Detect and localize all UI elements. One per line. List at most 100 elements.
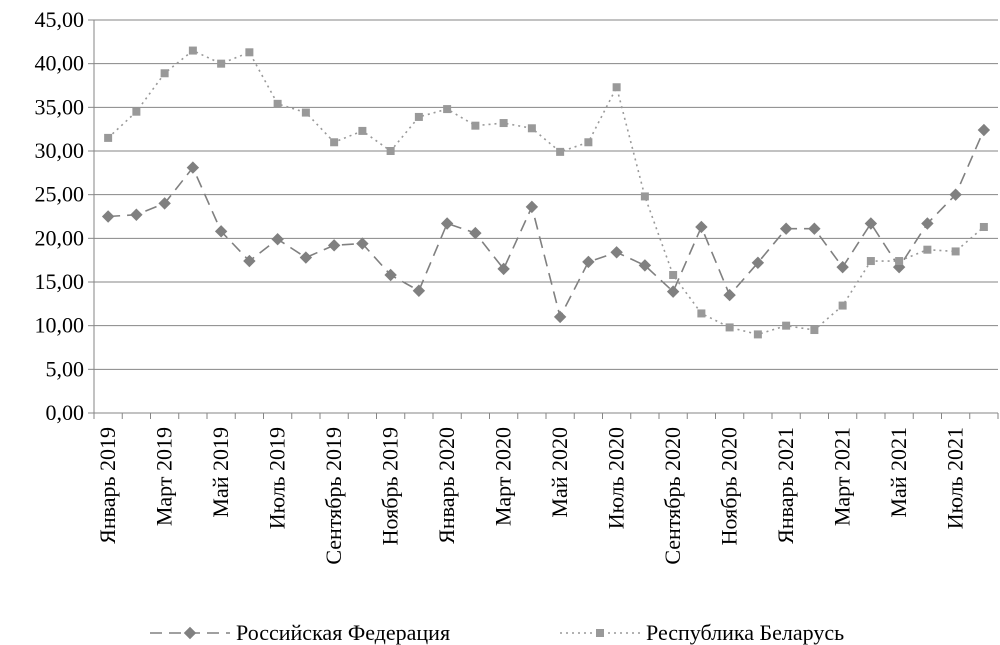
x-tick-label: Январь 2020 <box>434 427 459 544</box>
series-line <box>107 49 985 336</box>
x-tick-label: Ноябрь 2020 <box>717 427 742 545</box>
x-tick-label: Май 2019 <box>208 427 233 518</box>
data-point <box>697 309 706 318</box>
x-axis-tick-labels: Январь 2019 Март 2019 Май 2019 Июль 2019 Сен… <box>95 427 968 565</box>
data-point <box>271 232 284 246</box>
y-tick-label: 10,00 <box>35 313 85 338</box>
x-tick-label: Май 2020 <box>547 427 572 518</box>
y-tick-label: 5,00 <box>46 356 85 381</box>
data-point <box>669 271 678 280</box>
data-point <box>214 225 228 238</box>
y-tick-label: 20,00 <box>35 225 85 250</box>
data-point <box>358 126 367 135</box>
data-point <box>866 257 875 266</box>
data-point <box>330 138 339 147</box>
legend-label: Российская Федерация <box>236 620 450 645</box>
data-point <box>327 239 341 252</box>
x-tick-label: Январь 2021 <box>773 427 798 544</box>
data-point <box>638 259 652 272</box>
data-point <box>160 69 169 78</box>
x-tick-label: Май 2021 <box>886 427 911 518</box>
x-tick-label: Март 2019 <box>152 427 177 526</box>
legend: Российская Федерация Республика Беларусь <box>150 620 844 645</box>
data-point <box>949 188 962 201</box>
legend-marker <box>183 626 197 640</box>
y-axis-tick-labels: 0,00 5,00 10,00 15,00 20,00 25,00 30,00 35,00 40… <box>35 7 85 425</box>
data-point <box>610 246 623 259</box>
gridlines <box>94 19 998 370</box>
y-tick-label: 0,00 <box>46 400 85 425</box>
x-tick-label: Январь 2019 <box>95 427 120 544</box>
data-point <box>499 119 508 128</box>
data-point <box>497 262 510 276</box>
x-tick-label: Сентябрь 2019 <box>321 427 346 565</box>
data-point <box>753 330 762 339</box>
data-point <box>527 124 536 133</box>
data-point <box>443 105 452 114</box>
data-point <box>723 288 736 302</box>
series-1 <box>101 123 991 324</box>
data-point <box>384 268 397 282</box>
data-point <box>469 226 482 240</box>
data-point <box>553 310 567 324</box>
data-point <box>864 217 878 230</box>
y-tick-label: 40,00 <box>35 51 85 76</box>
data-point <box>979 222 988 231</box>
data-point <box>810 326 819 335</box>
data-point <box>386 147 395 155</box>
series-2 <box>104 46 988 339</box>
data-point <box>525 200 539 214</box>
data-point <box>779 222 793 235</box>
data-point <box>666 285 680 298</box>
data-point <box>951 247 960 256</box>
data-point <box>584 138 593 147</box>
data-point <box>977 123 991 137</box>
data-point <box>299 251 313 264</box>
data-point <box>412 284 426 297</box>
data-point <box>725 323 734 332</box>
x-tick-label: Июль 2020 <box>604 427 629 529</box>
legend-label: Республика Беларусь <box>646 620 844 645</box>
data-point <box>782 321 791 330</box>
data-point <box>217 59 226 68</box>
axes <box>88 19 999 419</box>
y-tick-label: 25,00 <box>35 182 85 207</box>
data-point <box>838 301 847 310</box>
series <box>101 46 991 339</box>
data-point <box>243 254 256 268</box>
y-tick-label: 35,00 <box>35 94 85 119</box>
data-point <box>556 147 565 156</box>
legend-item: Республика Беларусь <box>560 620 844 645</box>
data-point <box>188 46 197 55</box>
data-point <box>132 107 141 116</box>
data-point <box>612 83 621 92</box>
data-point <box>356 237 369 250</box>
x-tick-label: Ноябрь 2019 <box>378 427 403 545</box>
x-tick-label: Июль 2019 <box>265 427 290 529</box>
data-point <box>695 220 708 234</box>
data-point <box>640 192 649 201</box>
data-point <box>273 99 282 108</box>
data-point <box>751 256 765 269</box>
data-point <box>808 222 821 235</box>
data-point <box>130 208 143 221</box>
y-tick-label: 15,00 <box>35 269 85 294</box>
x-tick-label: Март 2020 <box>491 427 516 526</box>
data-point <box>836 260 849 274</box>
data-point <box>245 48 254 57</box>
data-point <box>923 245 932 254</box>
data-point <box>440 217 454 230</box>
legend-item: Российская Федерация <box>150 620 450 645</box>
data-point <box>471 121 480 130</box>
data-point <box>101 210 115 223</box>
series-line <box>108 129 985 320</box>
data-point <box>104 133 113 142</box>
data-point <box>414 112 423 121</box>
y-tick-label: 30,00 <box>35 138 85 163</box>
data-point <box>301 108 310 117</box>
x-tick-label: Сентябрь 2020 <box>660 427 685 565</box>
data-point <box>186 161 200 174</box>
y-tick-label: 45,00 <box>35 7 85 32</box>
data-point <box>158 197 171 210</box>
legend-marker <box>596 629 604 637</box>
